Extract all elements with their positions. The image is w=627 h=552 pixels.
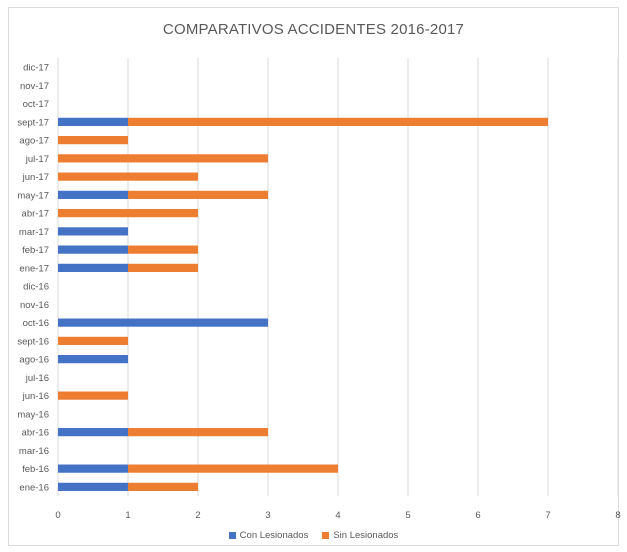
bar-sin-lesionados [58, 154, 268, 163]
x-tick-label: 4 [335, 510, 340, 521]
y-tick-label: ene-16 [19, 482, 49, 493]
x-tick-label: 8 [615, 510, 620, 521]
bar-sin-lesionados [128, 190, 268, 199]
bar-sin-lesionados [58, 172, 198, 181]
x-tick-label: 2 [195, 510, 200, 521]
legend-swatch [322, 532, 330, 539]
y-tick-label: dic-17 [23, 63, 49, 74]
bar-sin-lesionados [58, 336, 128, 345]
legend-label: Con Lesionados [239, 530, 309, 541]
bar-sin-lesionados [128, 245, 198, 254]
y-tick-label: jun-16 [22, 391, 49, 402]
y-tick-label: sept-16 [17, 336, 49, 347]
y-tick-label: oct-16 [23, 318, 49, 329]
legend-item: Con Lesionados [228, 530, 309, 541]
bar-con-lesionados [58, 227, 128, 236]
y-tick-label: mar-17 [19, 227, 49, 238]
bar-sin-lesionados [58, 136, 128, 145]
y-tick-label: dic-16 [23, 282, 49, 293]
bar-con-lesionados [58, 190, 128, 199]
bar-con-lesionados [58, 245, 128, 254]
legend: Con Lesionados Sin Lesionados [0, 530, 627, 541]
bar-sin-lesionados [58, 391, 128, 400]
y-tick-label: feb-16 [22, 464, 49, 475]
legend-label: Sin Lesionados [333, 530, 399, 541]
y-tick-label: ago-17 [19, 136, 49, 147]
legend-swatch [228, 532, 236, 539]
bar-sin-lesionados [128, 117, 548, 126]
bar-con-lesionados [58, 318, 268, 327]
y-tick-label: nov-17 [20, 81, 49, 92]
bar-con-lesionados [58, 464, 128, 473]
bar-con-lesionados [58, 263, 128, 272]
x-tick-label: 3 [265, 510, 270, 521]
bar-con-lesionados [58, 355, 128, 364]
x-tick-label: 0 [55, 510, 60, 521]
chart-title: COMPARATIVOS ACCIDENTES 2016-2017 [162, 21, 465, 38]
y-tick-label: may-16 [17, 409, 49, 420]
y-tick-label: mar-16 [19, 446, 49, 457]
y-tick-label: jun-17 [22, 172, 49, 183]
y-tick-label: nov-16 [20, 300, 49, 311]
chart-frame [8, 7, 619, 546]
bar-sin-lesionados [128, 482, 198, 491]
bar-sin-lesionados [128, 428, 268, 437]
x-tick-label: 7 [545, 510, 550, 521]
bar-sin-lesionados [58, 209, 198, 218]
bar-sin-lesionados [128, 464, 338, 473]
bar-sin-lesionados [128, 263, 198, 272]
y-tick-label: abr-16 [22, 428, 49, 439]
legend-item: Sin Lesionados [322, 530, 398, 541]
y-tick-label: ene-17 [19, 263, 49, 274]
y-tick-label: sept-17 [17, 117, 49, 128]
y-tick-label: abr-17 [22, 209, 49, 220]
y-tick-label: oct-17 [23, 99, 49, 110]
bar-con-lesionados [58, 428, 128, 437]
y-tick-label: feb-17 [22, 245, 49, 256]
x-tick-label: 5 [405, 510, 410, 521]
y-tick-label: may-17 [17, 190, 49, 201]
x-tick-label: 6 [475, 510, 480, 521]
x-tick-label: 1 [125, 510, 130, 521]
y-tick-label: jul-16 [25, 373, 49, 384]
y-tick-label: ago-16 [19, 355, 49, 366]
bar-con-lesionados [58, 117, 128, 126]
y-tick-label: jul-17 [25, 154, 49, 165]
bar-con-lesionados [58, 482, 128, 491]
